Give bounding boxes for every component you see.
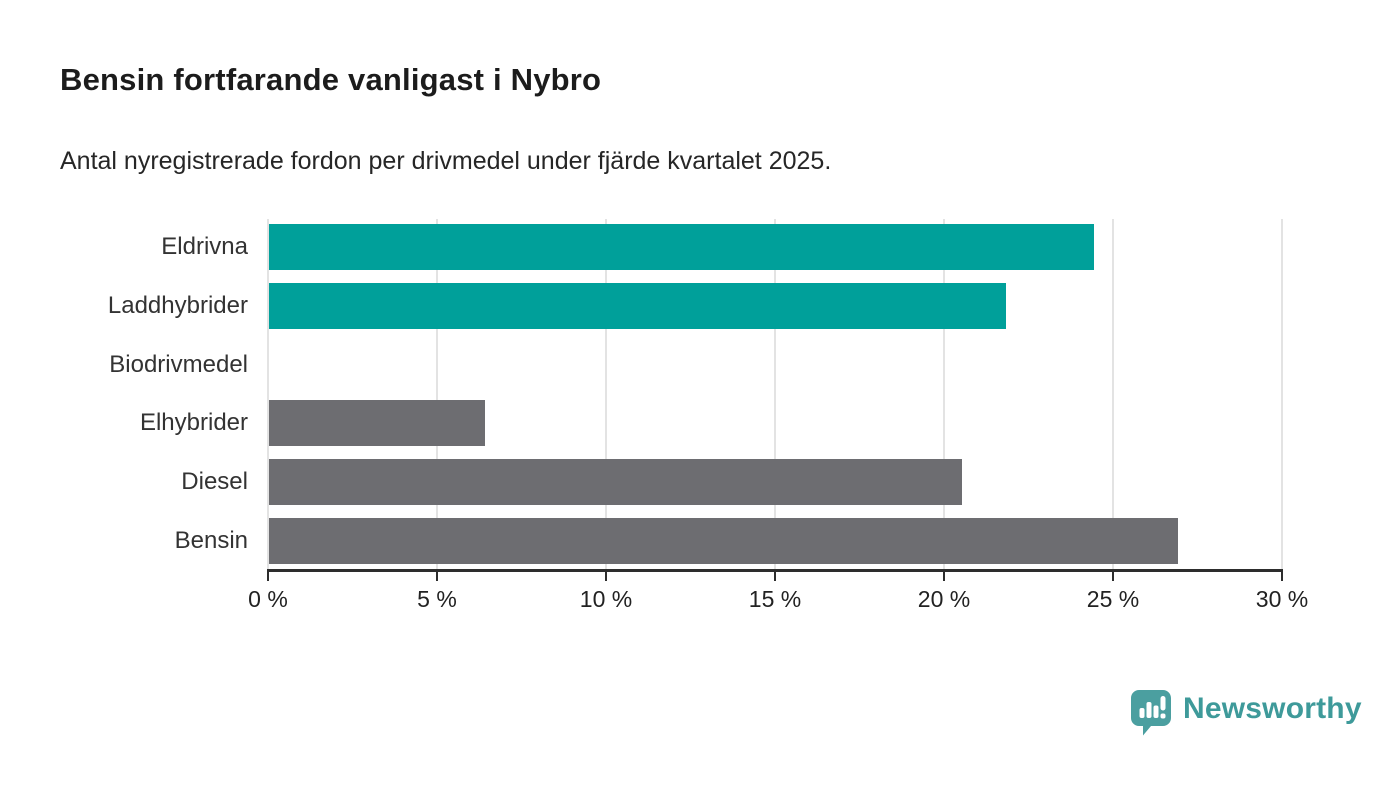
gridline [774, 219, 776, 570]
logo-bar-tall [1146, 702, 1152, 718]
gridline [1281, 219, 1283, 570]
x-tick-label: 5 % [417, 586, 457, 612]
chart-subtitle: Antal nyregistrerade fordon per drivmede… [60, 147, 832, 175]
x-axis-tick [943, 571, 945, 581]
logo-exclamation-dot [1160, 713, 1166, 719]
x-axis-tick [1112, 571, 1114, 581]
newsworthy-logo-icon [1131, 690, 1171, 736]
x-tick-label: 20 % [917, 586, 971, 612]
x-tick-label: 30 % [1255, 586, 1309, 612]
x-tick-label: 15 % [748, 586, 802, 612]
gridline [943, 219, 945, 570]
bar-elhybrider [269, 400, 486, 447]
plot-area [267, 218, 1283, 570]
bar-chart: Eldrivna Laddhybrider Biodrivmedel Elhybrid… [0, 218, 1400, 638]
y-axis-label: Elhybrider [139, 409, 248, 437]
x-axis-tick [605, 571, 607, 581]
newsworthy-brand: Newsworthy [1130, 688, 1362, 738]
chart-title: Bensin fortfarande vanligast i Nybro [60, 62, 602, 97]
x-tick-label: 10 % [579, 586, 633, 612]
gridline [605, 219, 607, 570]
y-axis-label: Laddhybrider [107, 292, 248, 319]
x-tick-label: 25 % [1086, 586, 1140, 612]
bar-diesel [269, 459, 962, 505]
x-axis-tick [1281, 571, 1283, 581]
x-axis-tick [267, 571, 269, 581]
brand-wordmark: Newsworthy [1183, 692, 1362, 725]
gridline [267, 219, 269, 570]
logo-exclamation-stem [1160, 696, 1166, 711]
gridline [436, 219, 438, 570]
bar-eldrivna [269, 224, 1094, 271]
logo-bar-medium [1153, 705, 1159, 718]
x-tick-label: 0 % [248, 586, 288, 612]
x-axis-tick [774, 571, 776, 581]
bar-bensin [269, 517, 1179, 564]
x-axis-tick [436, 571, 438, 581]
logo-bar-short [1139, 708, 1145, 718]
x-axis-line [267, 569, 1283, 572]
y-axis-label: Eldrivna [161, 233, 248, 261]
y-axis-label: Bensin [174, 526, 248, 554]
gridline [1112, 219, 1114, 570]
y-axis-label: Biodrivmedel [109, 350, 248, 378]
bar-laddhybrider [269, 283, 1006, 329]
y-axis-label: Diesel [181, 468, 248, 495]
